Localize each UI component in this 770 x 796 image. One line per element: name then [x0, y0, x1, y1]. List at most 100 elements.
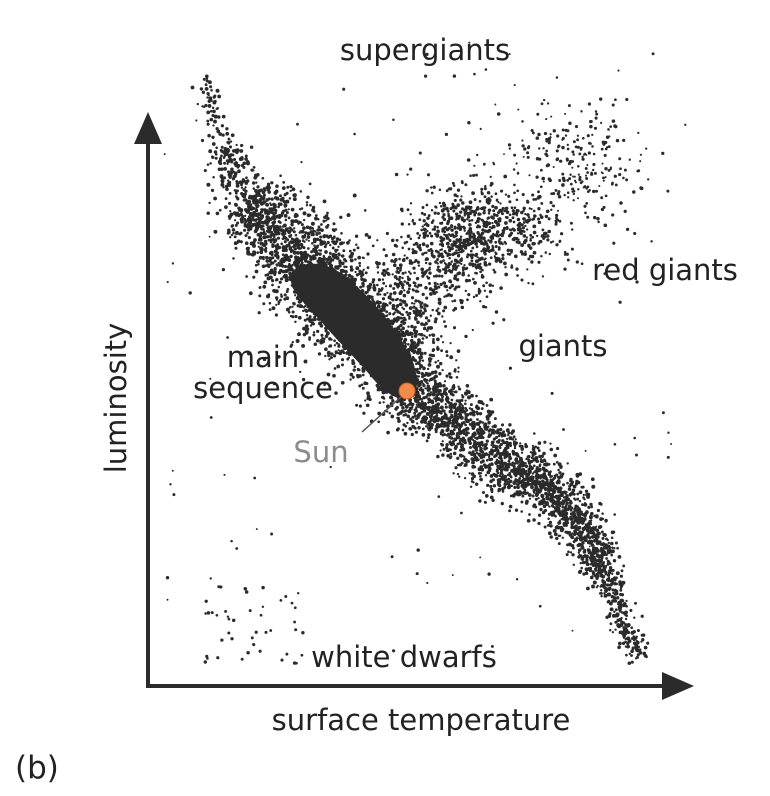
star-dot: [457, 399, 461, 403]
star-dot: [587, 505, 591, 509]
star-dot: [467, 293, 471, 297]
star-dot: [503, 261, 507, 266]
star-dot: [618, 602, 623, 607]
star-dot: [412, 266, 416, 270]
star-dot: [457, 285, 461, 289]
star-dot: [268, 235, 272, 238]
star-dot: [549, 496, 554, 500]
star-dot: [280, 242, 284, 246]
star-dot: [588, 550, 592, 554]
star-dot: [561, 483, 566, 487]
star-dot: [576, 497, 580, 501]
star-dot: [455, 359, 458, 362]
star-dot: [440, 418, 444, 423]
star-dot: [322, 199, 327, 204]
star-dot: [591, 571, 596, 576]
star-dot: [253, 238, 257, 242]
star-dot: [607, 541, 611, 545]
star-dot: [463, 263, 466, 267]
star-dot: [572, 490, 575, 493]
star-dot: [621, 641, 626, 645]
star-dot: [229, 172, 233, 176]
star-dot: [529, 482, 533, 486]
star-dot: [504, 478, 507, 481]
star-dot: [636, 656, 639, 659]
star-dot: [477, 289, 482, 294]
star-dot: [275, 255, 279, 258]
star-dot: [431, 370, 435, 375]
star-dot: [227, 230, 231, 235]
star-dot: [272, 233, 275, 236]
star-dot: [627, 636, 631, 640]
star-dot: [431, 392, 436, 397]
star-dot: [513, 492, 517, 496]
star-dot: [418, 358, 422, 362]
star-dot: [471, 450, 475, 454]
star-dot: [289, 344, 293, 348]
star-dot: [404, 271, 407, 274]
star-dot: [235, 184, 240, 188]
star-dot: [538, 467, 542, 472]
star-dot: [265, 255, 269, 260]
star-dot: [404, 342, 407, 345]
star-dot: [608, 566, 613, 570]
star-dot: [406, 421, 409, 425]
star-dot: [566, 462, 569, 465]
star-dot: [521, 479, 525, 482]
star-dot: [540, 459, 544, 463]
star-dot: [438, 372, 442, 376]
star-dot: [324, 243, 328, 246]
star-dot: [554, 494, 559, 499]
star-dot: [501, 475, 506, 480]
star-dot: [421, 337, 425, 340]
star-dot: [450, 413, 453, 417]
star-dot: [543, 440, 547, 444]
star-dot: [580, 516, 583, 520]
star-dot: [337, 245, 340, 249]
star-dot: [502, 441, 506, 445]
star-dot: [542, 451, 546, 456]
star-dot: [612, 596, 617, 600]
star-dot: [611, 568, 615, 572]
star-dot: [568, 492, 573, 497]
star-dot: [284, 232, 287, 235]
star-dot: [620, 569, 624, 573]
star-dot: [286, 200, 289, 204]
star-dot: [441, 254, 445, 259]
star-dot: [499, 471, 503, 475]
star-dot: [414, 430, 418, 434]
star-dot: [497, 466, 501, 470]
star-dot: [546, 481, 549, 485]
star-dot: [208, 149, 213, 154]
star-dot: [549, 447, 554, 452]
star-dot: [583, 548, 587, 552]
star-dot: [227, 154, 232, 159]
star-dot: [410, 302, 414, 305]
star-dot: [333, 354, 337, 358]
star-dot: [609, 622, 613, 626]
star-dot: [464, 433, 468, 437]
star-dot: [608, 602, 612, 606]
star-dot: [306, 317, 310, 321]
star-dot: [257, 263, 260, 266]
star-dot: [463, 458, 468, 463]
star-dot: [275, 303, 278, 306]
star-dot: [566, 481, 569, 485]
star-dot: [267, 190, 271, 194]
star-dot: [471, 277, 475, 281]
star-dot: [543, 468, 547, 473]
star-dot: [390, 259, 394, 263]
star-dot: [481, 451, 485, 454]
star-dot: [248, 200, 251, 203]
star-dot: [334, 391, 338, 395]
star-dot: [442, 424, 447, 428]
star-dot: [271, 237, 275, 242]
star-dot: [239, 212, 243, 216]
star-dot: [300, 207, 304, 210]
star-dot: [548, 505, 551, 508]
star-dot: [434, 317, 438, 321]
star-dot: [440, 424, 443, 428]
star-dot: [549, 524, 553, 528]
star-dot: [449, 341, 452, 345]
star-dot: [396, 266, 400, 271]
